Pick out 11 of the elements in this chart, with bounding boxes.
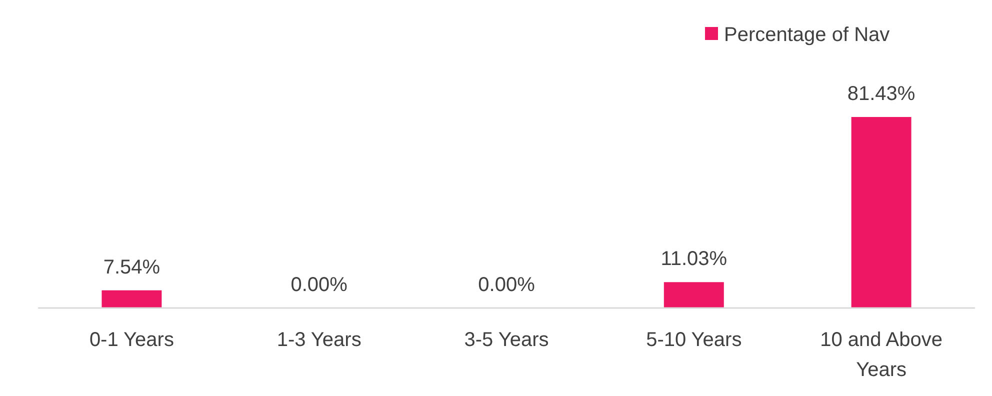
data-label: 0.00% (478, 274, 536, 296)
data-label: 0.00% (290, 274, 348, 296)
data-label: 11.03% (660, 248, 728, 270)
x-tick-label: 3-5 Years (464, 329, 549, 351)
legend-label: Percentage of Nav (724, 24, 890, 46)
x-tick-label: 0-1 Years (89, 329, 174, 351)
data-label: 81.43% (847, 83, 916, 105)
x-tick-label: 1-3 Years (276, 329, 362, 351)
data-label: 7.54% (103, 256, 160, 278)
x-tick-label: 5-10 Years (646, 329, 742, 351)
x-tick-label: 10 and Above Years (820, 329, 942, 381)
